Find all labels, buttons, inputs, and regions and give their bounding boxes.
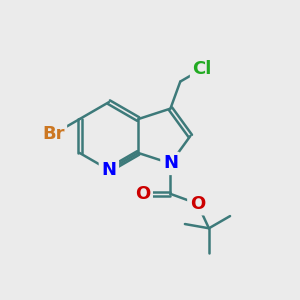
- Text: Cl: Cl: [193, 60, 212, 78]
- Text: O: O: [135, 185, 150, 203]
- Text: N: N: [163, 154, 178, 172]
- Text: O: O: [190, 195, 205, 213]
- Text: N: N: [101, 161, 116, 179]
- Text: Br: Br: [42, 125, 64, 143]
